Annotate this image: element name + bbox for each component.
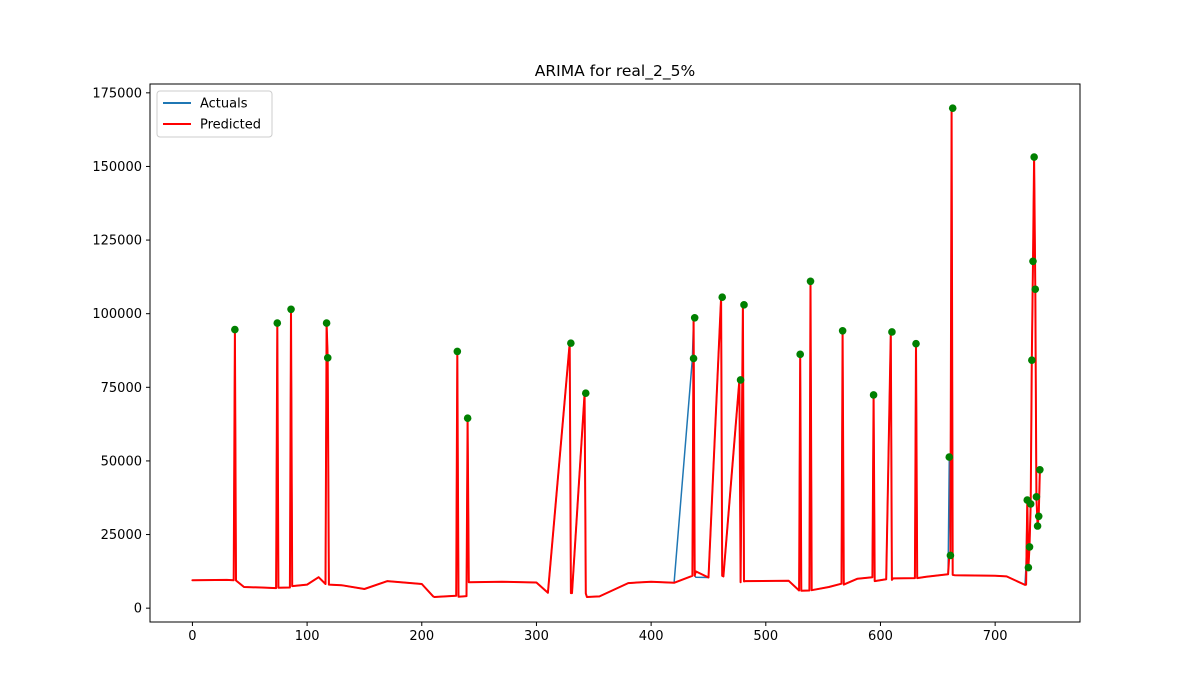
plot-frame <box>149 83 1081 623</box>
x-tick-label: 500 <box>753 629 778 644</box>
x-tick-label: 200 <box>409 629 434 644</box>
anomaly-marker <box>463 414 472 423</box>
series-line-predicted <box>191 107 1041 598</box>
legend-label-predicted: Predicted <box>200 118 261 133</box>
anomaly-marker <box>1036 465 1044 474</box>
anomaly-marker <box>322 319 331 327</box>
legend: Actuals Predicted <box>156 90 273 138</box>
anomaly-marker <box>1033 522 1042 530</box>
y-tick-label: 50000 <box>101 454 142 469</box>
anomaly-marker <box>869 391 878 399</box>
y-tick-label: 100000 <box>92 307 142 322</box>
anomaly-marker <box>806 277 815 286</box>
x-tick-label: 600 <box>868 629 893 644</box>
plot-background <box>150 84 1080 622</box>
anomaly-marker <box>888 328 896 336</box>
anomaly-marker <box>323 354 332 362</box>
chart-title: ARIMA for real_2_5% <box>535 62 695 81</box>
anomaly-marker <box>838 326 847 335</box>
anomaly-marker <box>1034 512 1043 521</box>
x-tick-label: 100 <box>295 629 320 644</box>
anomaly-marker <box>945 453 954 461</box>
anomaly-marker <box>1029 257 1037 266</box>
anomaly-marker <box>1025 543 1034 551</box>
anomaly-marker <box>690 314 699 322</box>
anomaly-marker <box>689 354 698 363</box>
anomaly-marker <box>273 319 282 327</box>
y-tick-label: 150000 <box>92 160 142 175</box>
x-tick-label: 700 <box>983 629 1008 644</box>
plot-area <box>149 83 1081 623</box>
anomaly-marker <box>796 350 804 359</box>
marker-layer <box>231 104 1044 572</box>
anomaly-marker <box>581 389 590 397</box>
y-tick-label: 75000 <box>101 381 142 396</box>
legend-label-actuals: Actuals <box>200 97 248 112</box>
anomaly-marker <box>1032 493 1041 501</box>
x-tick-label: 300 <box>524 629 549 644</box>
anomaly-marker <box>1030 153 1038 161</box>
anomaly-marker <box>1028 356 1036 365</box>
anomaly-marker <box>946 551 955 560</box>
anomaly-marker <box>231 325 239 334</box>
anomaly-marker <box>1031 285 1040 294</box>
x-tick-label: 0 <box>188 629 196 644</box>
x-axis: 0 100 200 300 400 500 600 700 <box>188 622 1008 644</box>
anomaly-marker <box>912 339 920 348</box>
anomaly-marker <box>1024 563 1033 572</box>
y-axis: 0 25000 50000 75000 100000 125000 150000 175000 <box>92 86 150 617</box>
y-tick-label: 175000 <box>92 86 142 101</box>
anomaly-marker <box>287 305 295 314</box>
anomaly-marker <box>567 339 575 347</box>
anomaly-marker <box>718 293 727 301</box>
anomaly-marker <box>736 376 745 384</box>
y-tick-label: 25000 <box>101 528 142 543</box>
series-layer <box>191 107 1041 598</box>
anomaly-marker <box>740 301 748 309</box>
anomaly-marker <box>948 104 957 112</box>
anomaly-marker <box>1026 500 1035 508</box>
anomaly-marker <box>453 347 462 356</box>
y-tick-label: 125000 <box>92 234 142 249</box>
y-tick-label: 0 <box>134 602 142 617</box>
x-tick-label: 400 <box>639 629 664 644</box>
